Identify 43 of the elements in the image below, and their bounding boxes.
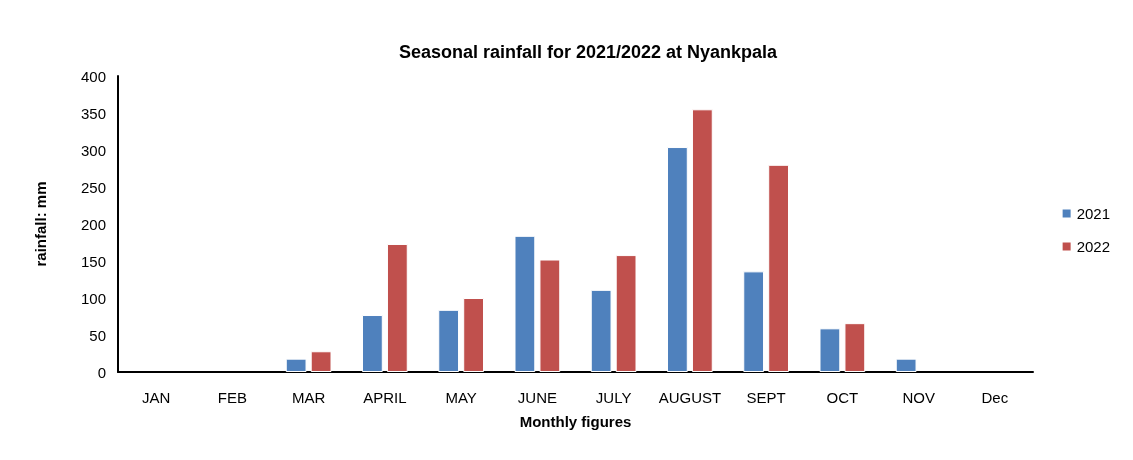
- chart-title: Seasonal rainfall for 2021/2022 at Nyankpala: [398, 42, 779, 62]
- y-tick-label: 50: [89, 326, 106, 344]
- legend-label: 2021: [1076, 205, 1111, 222]
- bar: [895, 358, 917, 372]
- y-tick-label: 400: [80, 67, 106, 85]
- bar: [310, 351, 332, 372]
- bar: [590, 289, 612, 372]
- x-tick-label: OCT: [826, 389, 859, 406]
- y-tick-label: 350: [80, 104, 106, 122]
- bar: [615, 255, 637, 372]
- y-tick-label: 150: [80, 252, 106, 270]
- bar: [667, 147, 688, 372]
- x-tick-label: MAR: [291, 389, 326, 406]
- bar: [386, 243, 408, 372]
- y-tick-label: 100: [80, 289, 106, 307]
- bar: [539, 259, 561, 372]
- bar: [285, 358, 307, 372]
- bar: [844, 323, 866, 372]
- y-tick-label: 300: [80, 141, 106, 159]
- bar: [362, 315, 383, 372]
- x-tick-label: AUGUST: [658, 389, 722, 406]
- y-axis-title: rainfall: mm: [32, 181, 49, 267]
- legend-label: 2022: [1076, 238, 1111, 255]
- bar: [438, 309, 460, 372]
- x-tick-label: JAN: [141, 389, 171, 406]
- x-tick-label: FEB: [217, 389, 247, 406]
- y-tick-label: 0: [97, 363, 106, 381]
- bar: [768, 164, 789, 372]
- x-tick-label: APRIL: [363, 389, 407, 406]
- x-tick-label: SEPT: [746, 389, 786, 406]
- x-tick-label: MAY: [445, 389, 477, 406]
- bar: [691, 109, 713, 372]
- bar: [463, 298, 484, 372]
- x-tick-label: JUNE: [517, 389, 557, 406]
- bar: [514, 235, 536, 372]
- x-tick-label: JULY: [595, 389, 632, 406]
- x-tick-label: Dec: [981, 389, 1009, 406]
- bar: [743, 271, 765, 372]
- bar: [819, 328, 841, 372]
- x-axis-title: Monthly figures: [519, 413, 632, 430]
- y-tick-label: 250: [80, 178, 106, 196]
- y-tick-label: 200: [80, 215, 106, 233]
- x-tick-label: NOV: [902, 389, 935, 406]
